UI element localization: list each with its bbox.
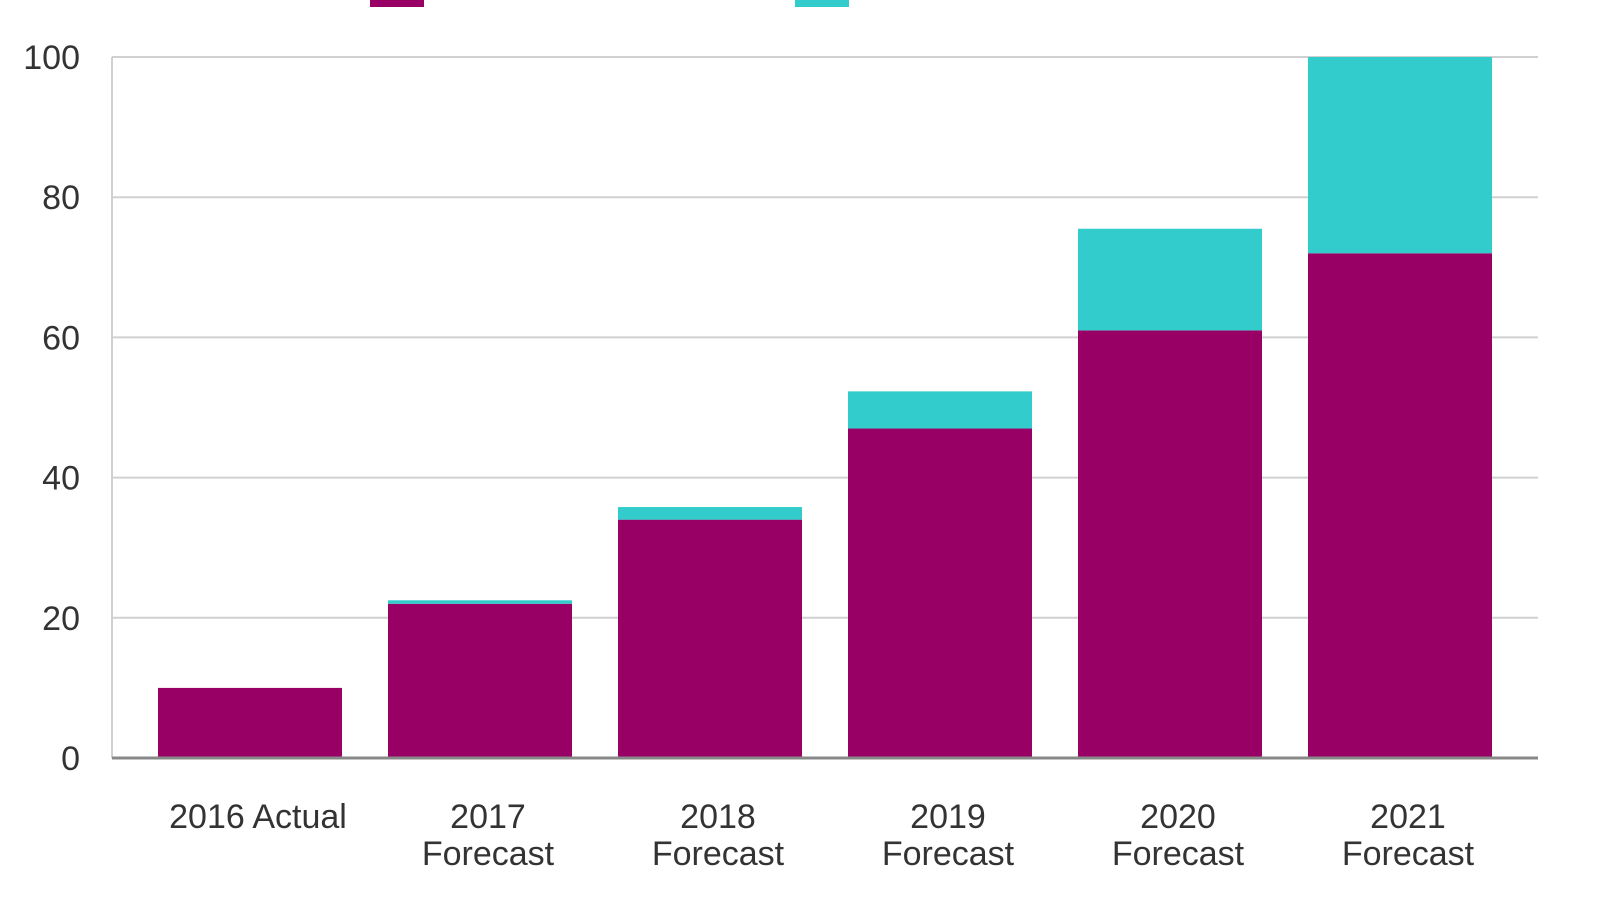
y-tick-label-100: 100 — [23, 39, 80, 77]
bar-series2-5 — [1308, 57, 1492, 254]
bar-series1-1 — [388, 603, 572, 758]
x-tick-labels: 2016 Actual 2017 Forecast 2018 Forecast 2019 F… — [169, 798, 1475, 873]
y-tick-label-40: 40 — [42, 460, 80, 498]
y-tick-label-20: 20 — [42, 600, 80, 638]
bar-series2-4 — [1078, 228, 1262, 331]
y-tick-label-60: 60 — [42, 319, 80, 357]
bar-series2-1 — [388, 600, 572, 604]
y-tick-label-80: 80 — [42, 179, 80, 217]
x-tick-label-2: 2018 Forecast — [652, 798, 785, 873]
bar-series2-2 — [618, 507, 802, 520]
legend-swatch-1 — [370, 0, 424, 7]
bar-series1-4 — [1078, 330, 1262, 758]
bar-series1-3 — [848, 428, 1032, 758]
bar-series2-3 — [848, 391, 1032, 429]
legend-swatch-2 — [795, 0, 849, 7]
y-tick-labels: 0 20 40 60 80 100 — [23, 39, 80, 778]
grid-lines — [112, 56, 1538, 619]
y-tick-label-0: 0 — [61, 740, 80, 778]
x-tick-label-3: 2019 Forecast — [882, 798, 1015, 873]
legend — [370, 0, 849, 7]
axes — [111, 57, 1538, 760]
bars — [158, 57, 1492, 758]
x-tick-label-5: 2021 Forecast — [1342, 798, 1475, 873]
bar-series1-0 — [158, 687, 342, 758]
bar-series1-5 — [1308, 253, 1492, 758]
x-tick-label-4: 2020 Forecast — [1112, 798, 1245, 873]
bar-series1-2 — [618, 519, 802, 758]
x-tick-label-1: 2017 Forecast — [422, 798, 555, 873]
x-tick-label-0: 2016 Actual — [169, 798, 347, 836]
